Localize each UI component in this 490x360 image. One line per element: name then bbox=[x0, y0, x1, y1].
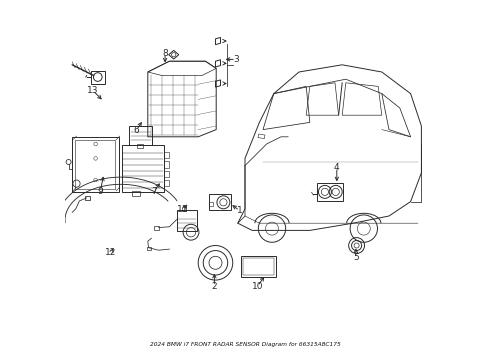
Text: 3: 3 bbox=[233, 55, 239, 64]
Bar bbox=[72, 137, 119, 192]
Text: 2024 BMW i7 FRONT RADAR SENSOR Diagram for 66315A8C175: 2024 BMW i7 FRONT RADAR SENSOR Diagram f… bbox=[149, 342, 341, 347]
Bar bbox=[132, 191, 140, 196]
Bar bbox=[164, 152, 169, 158]
Bar bbox=[182, 207, 186, 211]
Text: 2: 2 bbox=[212, 282, 217, 291]
Bar bbox=[241, 256, 276, 277]
Bar bbox=[176, 210, 197, 231]
Text: 12: 12 bbox=[105, 248, 117, 257]
Text: 10: 10 bbox=[252, 282, 263, 291]
Bar bbox=[91, 71, 104, 84]
Bar bbox=[154, 226, 159, 230]
Bar bbox=[147, 247, 151, 250]
Text: 5: 5 bbox=[353, 253, 359, 262]
Bar bbox=[137, 144, 144, 148]
Text: 1: 1 bbox=[237, 206, 243, 215]
Text: 8: 8 bbox=[162, 49, 168, 58]
Text: 6: 6 bbox=[133, 126, 139, 135]
Bar bbox=[243, 258, 274, 275]
Bar bbox=[164, 180, 169, 186]
Bar bbox=[129, 126, 152, 145]
Bar bbox=[164, 161, 169, 168]
Text: 9: 9 bbox=[98, 187, 103, 196]
Bar bbox=[317, 183, 343, 201]
Bar bbox=[164, 171, 169, 177]
Bar bbox=[75, 140, 116, 189]
Bar bbox=[209, 202, 213, 206]
Text: 11: 11 bbox=[177, 205, 189, 214]
Text: 13: 13 bbox=[87, 86, 99, 95]
Bar bbox=[85, 196, 90, 200]
Bar bbox=[209, 194, 231, 210]
Text: 4: 4 bbox=[334, 163, 340, 172]
Bar bbox=[258, 134, 265, 139]
Bar bbox=[122, 145, 164, 192]
Text: 7: 7 bbox=[151, 187, 157, 196]
